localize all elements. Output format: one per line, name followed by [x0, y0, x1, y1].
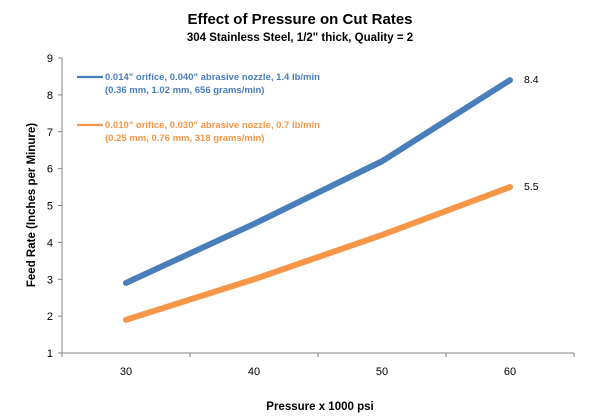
chart-title: Effect of Pressure on Cut Rates	[187, 11, 412, 28]
y-tick-label: 3	[47, 274, 53, 286]
y-tick-label: 8	[47, 90, 53, 102]
x-axis-label: Pressure x 1000 psi	[266, 401, 373, 413]
data-label-series-2: 5.5	[524, 181, 539, 193]
x-tick-label: 30	[120, 366, 132, 378]
data-label-series-1: 8.4	[524, 74, 539, 86]
x-tick-label: 50	[376, 366, 388, 378]
plot-area: 1 2 3 4 5 6 7 8 9 30 40 50 60 8.4 5.5 0.014" orifice, 0…	[47, 53, 575, 378]
chart-subtitle: 304 Stainless Steel, 1/2" thick, Quality…	[187, 32, 413, 44]
legend-label-1: 0.014" orifice, 0.040" abrasive nozzle, …	[105, 72, 320, 83]
legend-label-2: 0.010" orifice, 0.030" abrasive nozzle, …	[105, 120, 320, 131]
x-tick-label: 40	[248, 366, 260, 378]
y-tick-label: 9	[47, 53, 53, 65]
y-tick-label: 2	[47, 311, 53, 323]
series-line-1	[123, 77, 513, 286]
y-tick-label: 1	[47, 348, 53, 360]
series-line-2	[123, 184, 513, 323]
legend-label-line2-1: (0.36 mm, 1.02 mm, 656 grams/min)	[105, 85, 264, 96]
legend-label-line2-2: (0.25 mm, 0.76 mm, 318 grams/min)	[105, 133, 264, 144]
y-tick-label: 5	[47, 201, 53, 213]
y-axis-label: Feed Rate (Inches per Minure)	[26, 123, 38, 287]
y-tick-label: 7	[47, 127, 53, 139]
y-tick-label: 4	[47, 237, 53, 249]
y-tick-label: 6	[47, 164, 53, 176]
x-tick-label: 60	[504, 366, 516, 378]
